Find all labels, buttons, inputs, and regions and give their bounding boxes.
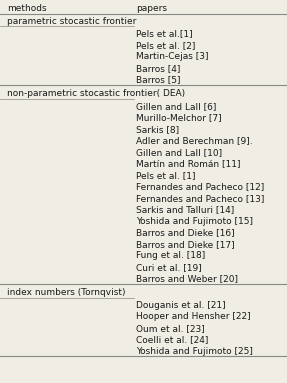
Text: Gillen and Lall [10]: Gillen and Lall [10] [136, 148, 222, 157]
Text: Pels et al.[1]: Pels et al.[1] [136, 29, 193, 38]
Text: methods: methods [7, 4, 47, 13]
Text: Douganis et al. [21]: Douganis et al. [21] [136, 301, 226, 310]
Text: Yoshida and Fujimoto [15]: Yoshida and Fujimoto [15] [136, 217, 253, 226]
Text: Hooper and Hensher [22]: Hooper and Hensher [22] [136, 312, 251, 321]
Text: Barros [5]: Barros [5] [136, 75, 181, 84]
Text: Gillen and Lall [6]: Gillen and Lall [6] [136, 102, 217, 111]
Text: Pels et al. [2]: Pels et al. [2] [136, 41, 196, 50]
Text: Barros and Weber [20]: Barros and Weber [20] [136, 274, 238, 283]
Text: Yoshida and Fujimoto [25]: Yoshida and Fujimoto [25] [136, 347, 253, 356]
Text: Barros and Dieke [17]: Barros and Dieke [17] [136, 240, 235, 249]
Text: Sarkis [8]: Sarkis [8] [136, 125, 179, 134]
Text: parametric stocastic frontier: parametric stocastic frontier [7, 16, 137, 26]
Text: Oum et al. [23]: Oum et al. [23] [136, 324, 205, 333]
Text: Curi et al. [19]: Curi et al. [19] [136, 263, 202, 272]
Text: non-parametric stocastic frontier( DEA): non-parametric stocastic frontier( DEA) [7, 89, 185, 98]
Text: index numbers (Tornqvist): index numbers (Tornqvist) [7, 288, 126, 297]
Text: Pels et al. [1]: Pels et al. [1] [136, 171, 196, 180]
Text: Barros and Dieke [16]: Barros and Dieke [16] [136, 228, 235, 237]
Text: Fung et al. [18]: Fung et al. [18] [136, 251, 205, 260]
Text: Murillo-Melchor [7]: Murillo-Melchor [7] [136, 113, 222, 122]
Text: Adler and Berechman [9].: Adler and Berechman [9]. [136, 136, 253, 145]
Text: Fernandes and Pacheco [13]: Fernandes and Pacheco [13] [136, 194, 265, 203]
Text: Coelli et al. [24]: Coelli et al. [24] [136, 335, 209, 344]
Text: papers: papers [136, 4, 167, 13]
Text: Martín and Román [11]: Martín and Román [11] [136, 159, 241, 168]
Text: Barros [4]: Barros [4] [136, 64, 181, 73]
Text: Sarkis and Talluri [14]: Sarkis and Talluri [14] [136, 205, 234, 214]
Text: Martin-Cejas [3]: Martin-Cejas [3] [136, 52, 209, 61]
Text: Fernandes and Pacheco [12]: Fernandes and Pacheco [12] [136, 182, 265, 191]
